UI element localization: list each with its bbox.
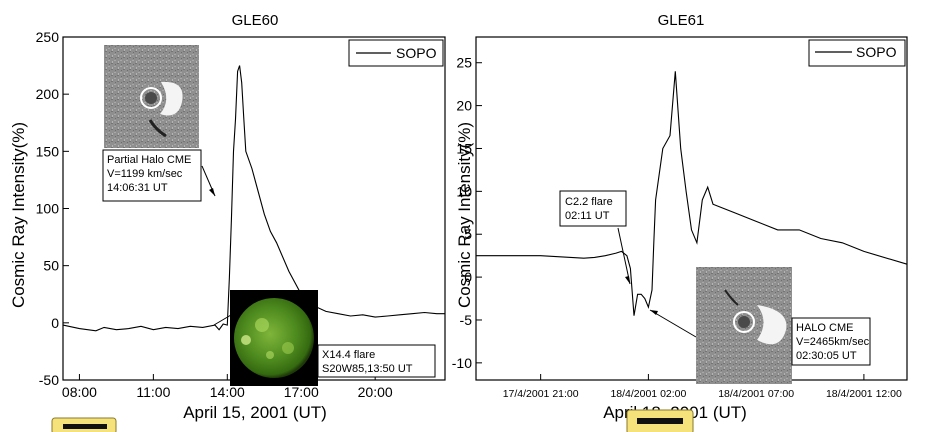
legend-entry: SOPO [856,44,897,60]
annotation-arrow [213,314,232,326]
annotation-line: C2.2 flare [565,196,613,208]
y-tick-label: 150 [36,143,60,159]
annotation-line: V=2465km/sec [796,336,870,348]
x-tick-label: 17:00 [284,384,319,400]
annotation-line: X14.4 flare [322,349,375,361]
chart-gle61: GLE61 -10 -5 0 5 10 15 20 25 17/4/2001 21:00 18/… [452,12,908,432]
x-tick-label: 18/4/2001 07:00 [718,388,794,400]
series-line-sopo [476,71,908,316]
annotation-line: V=1199 km/sec [107,168,183,180]
x-tick-label: 11:00 [136,384,170,400]
chart-gle60: GLE60 -50 0 50 100 150 200 250 08:00 11:00 14:00… [9,12,446,432]
y-tick-label: -10 [452,355,472,371]
x-axis: 08:00 11:00 14:00 17:00 20:00 [62,374,393,400]
coronagraph-image [696,267,792,384]
annotation-arrow [617,227,631,285]
y-tick-label: 20 [456,98,472,114]
x-tick-label: 20:00 [358,384,393,400]
plot-frame [475,36,908,381]
annotation-flare: X14.4 flare S20W85,13:50 UT [213,314,436,378]
annotation-cme: Partial Halo CME V=1199 km/sec 14:06:31 … [102,149,216,202]
y-tick-label: -5 [460,312,473,328]
annotation-arrow [649,309,697,338]
x-tick-label: 18/4/2001 02:00 [610,388,686,400]
annotation-line: HALO CME [796,322,853,334]
y-tick-label: 200 [36,86,60,102]
y-tick-label: -50 [39,372,59,388]
annotation-line: S20W85,13:50 UT [322,363,413,375]
y-tick-label: 25 [456,55,472,71]
y-axis-label: Cosmic Ray Intensity(%) [455,122,474,308]
y-axis: -10 -5 0 5 10 15 20 25 [452,55,482,371]
y-axis-label: Cosmic Ray Intensity(%) [9,122,28,308]
x-tick-label: 18/4/2001 12:00 [826,388,902,400]
eit-sun-image [230,290,318,386]
x-axis-label: April 15, 2001 (UT) [183,403,327,422]
annotation-line: 14:06:31 UT [107,182,168,194]
annotation-cme: HALO CME V=2465km/sec 02:30:05 UT [791,317,871,366]
annotation-line: 02:11 UT [565,210,610,222]
x-axis: 17/4/2001 21:00 18/4/2001 02:00 18/4/2001 … [503,374,902,400]
highlight-marker [51,417,117,432]
series-line-sopo [62,65,445,332]
legend-entry: SOPO [396,45,437,61]
y-tick-label: 10 [456,183,472,199]
x-tick-label: 08:00 [62,384,97,400]
y-tick-label: 100 [36,201,60,217]
y-tick-label: 250 [36,29,60,45]
annotation-line: 02:30:05 UT [796,350,857,362]
legend: SOPO [348,39,444,67]
y-axis: -50 0 50 100 150 200 250 [36,29,69,388]
y-tick-label: 15 [456,140,472,156]
highlight-marker [626,409,694,432]
x-tick-label: 17/4/2001 21:00 [503,388,579,400]
chart-title: GLE61 [658,12,705,29]
legend: SOPO [808,39,906,67]
chart-title: GLE60 [232,12,279,29]
annotation-flare: C2.2 flare 02:11 UT [559,190,631,285]
y-tick-label: 0 [464,269,472,285]
y-tick-label: 50 [43,258,59,274]
annotation-line: Partial Halo CME [107,154,191,166]
y-tick-label: 0 [51,315,59,331]
coronagraph-image [104,45,199,148]
x-tick-label: 14:00 [210,384,245,400]
y-tick-label: 5 [464,226,472,242]
